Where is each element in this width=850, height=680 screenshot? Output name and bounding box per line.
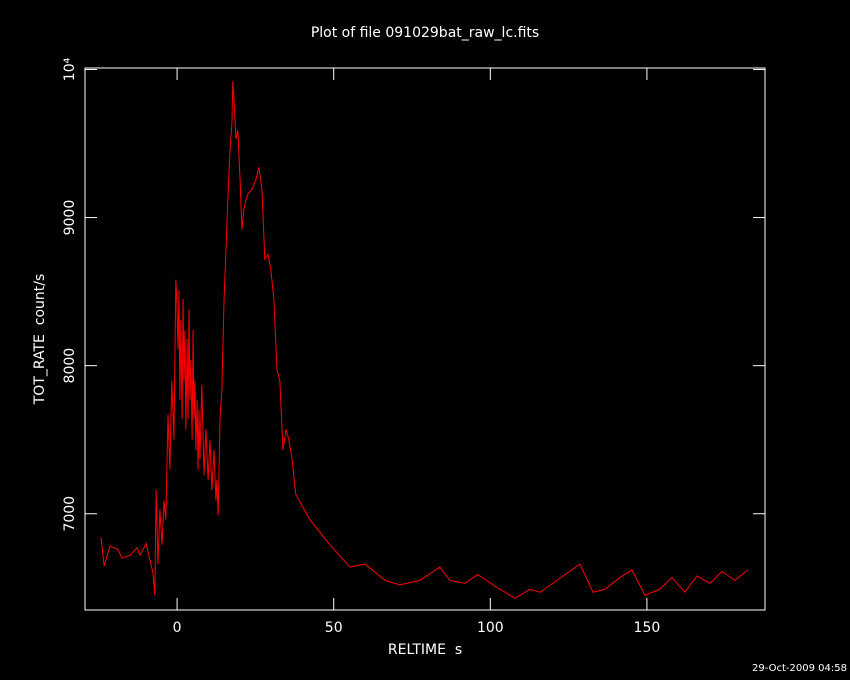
x-tick-label: 100: [477, 620, 504, 636]
timestamp: 29-Oct-2009 04:58: [752, 663, 847, 674]
y-tick-label: 9000: [62, 200, 78, 236]
y-tick-label: 7000: [62, 496, 78, 532]
x-axis-label: RELTIME s: [388, 642, 462, 658]
y-tick-label: 10⁴: [62, 57, 78, 81]
x-tick-label: 150: [634, 620, 661, 636]
y-axis-label: TOT_RATE count/s: [32, 274, 48, 406]
plot-frame: [84, 67, 766, 611]
data-line: [100, 81, 749, 599]
y-tick-label: 8000: [62, 348, 78, 384]
x-tick-label: 50: [325, 620, 343, 636]
chart-title: Plot of file 091029bat_raw_lc.fits: [311, 25, 539, 41]
x-tick-label: 0: [173, 620, 182, 636]
